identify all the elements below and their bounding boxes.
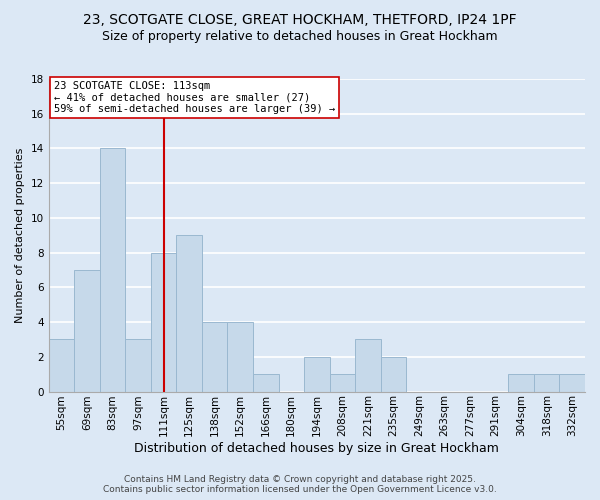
Bar (380, 357, 406, 392)
Bar (74, 270, 100, 392)
Bar (253, 374, 278, 392)
Text: Contains public sector information licensed under the Open Government Licence v3: Contains public sector information licen… (103, 485, 497, 494)
Text: 23, SCOTGATE CLOSE, GREAT HOCKHAM, THETFORD, IP24 1PF: 23, SCOTGATE CLOSE, GREAT HOCKHAM, THETF… (83, 12, 517, 26)
Text: 23 SCOTGATE CLOSE: 113sqm
← 41% of detached houses are smaller (27)
59% of semi-: 23 SCOTGATE CLOSE: 113sqm ← 41% of detac… (54, 80, 335, 114)
Bar (151, 252, 176, 392)
Bar (355, 340, 380, 392)
Bar (176, 236, 202, 392)
Bar (100, 148, 125, 392)
X-axis label: Distribution of detached houses by size in Great Hockham: Distribution of detached houses by size … (134, 442, 499, 455)
Y-axis label: Number of detached properties: Number of detached properties (15, 148, 25, 323)
Bar (329, 374, 355, 392)
Bar (227, 322, 253, 392)
Bar (559, 374, 585, 392)
Bar (304, 357, 329, 392)
Bar (49, 340, 74, 392)
Bar (125, 340, 151, 392)
Bar (508, 374, 534, 392)
Text: Size of property relative to detached houses in Great Hockham: Size of property relative to detached ho… (102, 30, 498, 43)
Text: Contains HM Land Registry data © Crown copyright and database right 2025.: Contains HM Land Registry data © Crown c… (124, 474, 476, 484)
Bar (534, 374, 559, 392)
Bar (202, 322, 227, 392)
